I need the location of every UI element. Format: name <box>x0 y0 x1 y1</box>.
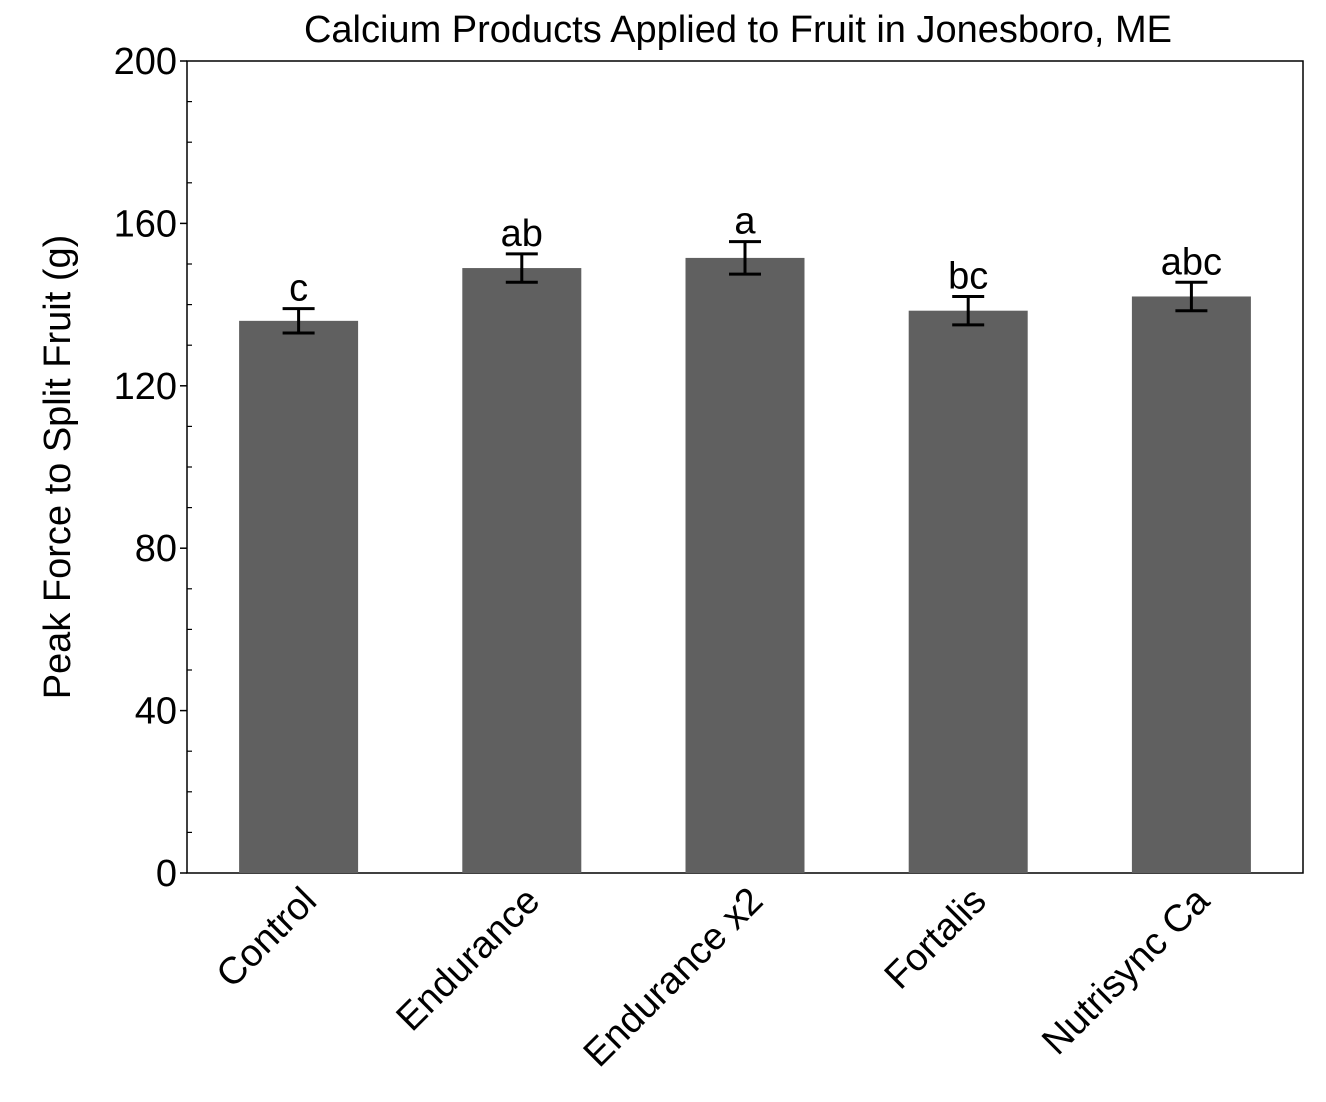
chart-title: Calcium Products Applied to Fruit in Jon… <box>304 9 1172 51</box>
bar <box>1131 296 1251 874</box>
significance-label: a <box>734 201 756 243</box>
y-tick-label: 0 <box>156 853 177 895</box>
x-tick-label: Nutrisync Ca <box>1034 879 1218 1063</box>
y-tick-label: 200 <box>114 41 177 83</box>
y-tick-label: 120 <box>114 366 177 408</box>
y-axis-label: Peak Force to Split Fruit (g) <box>37 235 79 700</box>
bar <box>685 257 805 873</box>
significance-label: c <box>289 268 308 310</box>
bar <box>908 310 1028 873</box>
x-tick-label: Fortalis <box>877 880 995 998</box>
plot-area: 0 40 80 120 160 200 c Control ab Endurance a Endura… <box>114 41 1304 1076</box>
bar <box>462 268 582 873</box>
y-tick-label: 80 <box>135 528 177 570</box>
bar <box>239 320 359 874</box>
significance-label: abc <box>1161 241 1222 283</box>
significance-label: ab <box>501 213 543 255</box>
significance-label: bc <box>948 255 988 297</box>
y-tick-label: 160 <box>114 203 177 245</box>
x-tick-label: Endurance x2 <box>576 880 772 1076</box>
x-tick-label: Endurance <box>388 880 548 1040</box>
y-tick-label: 40 <box>135 691 177 733</box>
x-tick-label: Control <box>209 880 325 996</box>
